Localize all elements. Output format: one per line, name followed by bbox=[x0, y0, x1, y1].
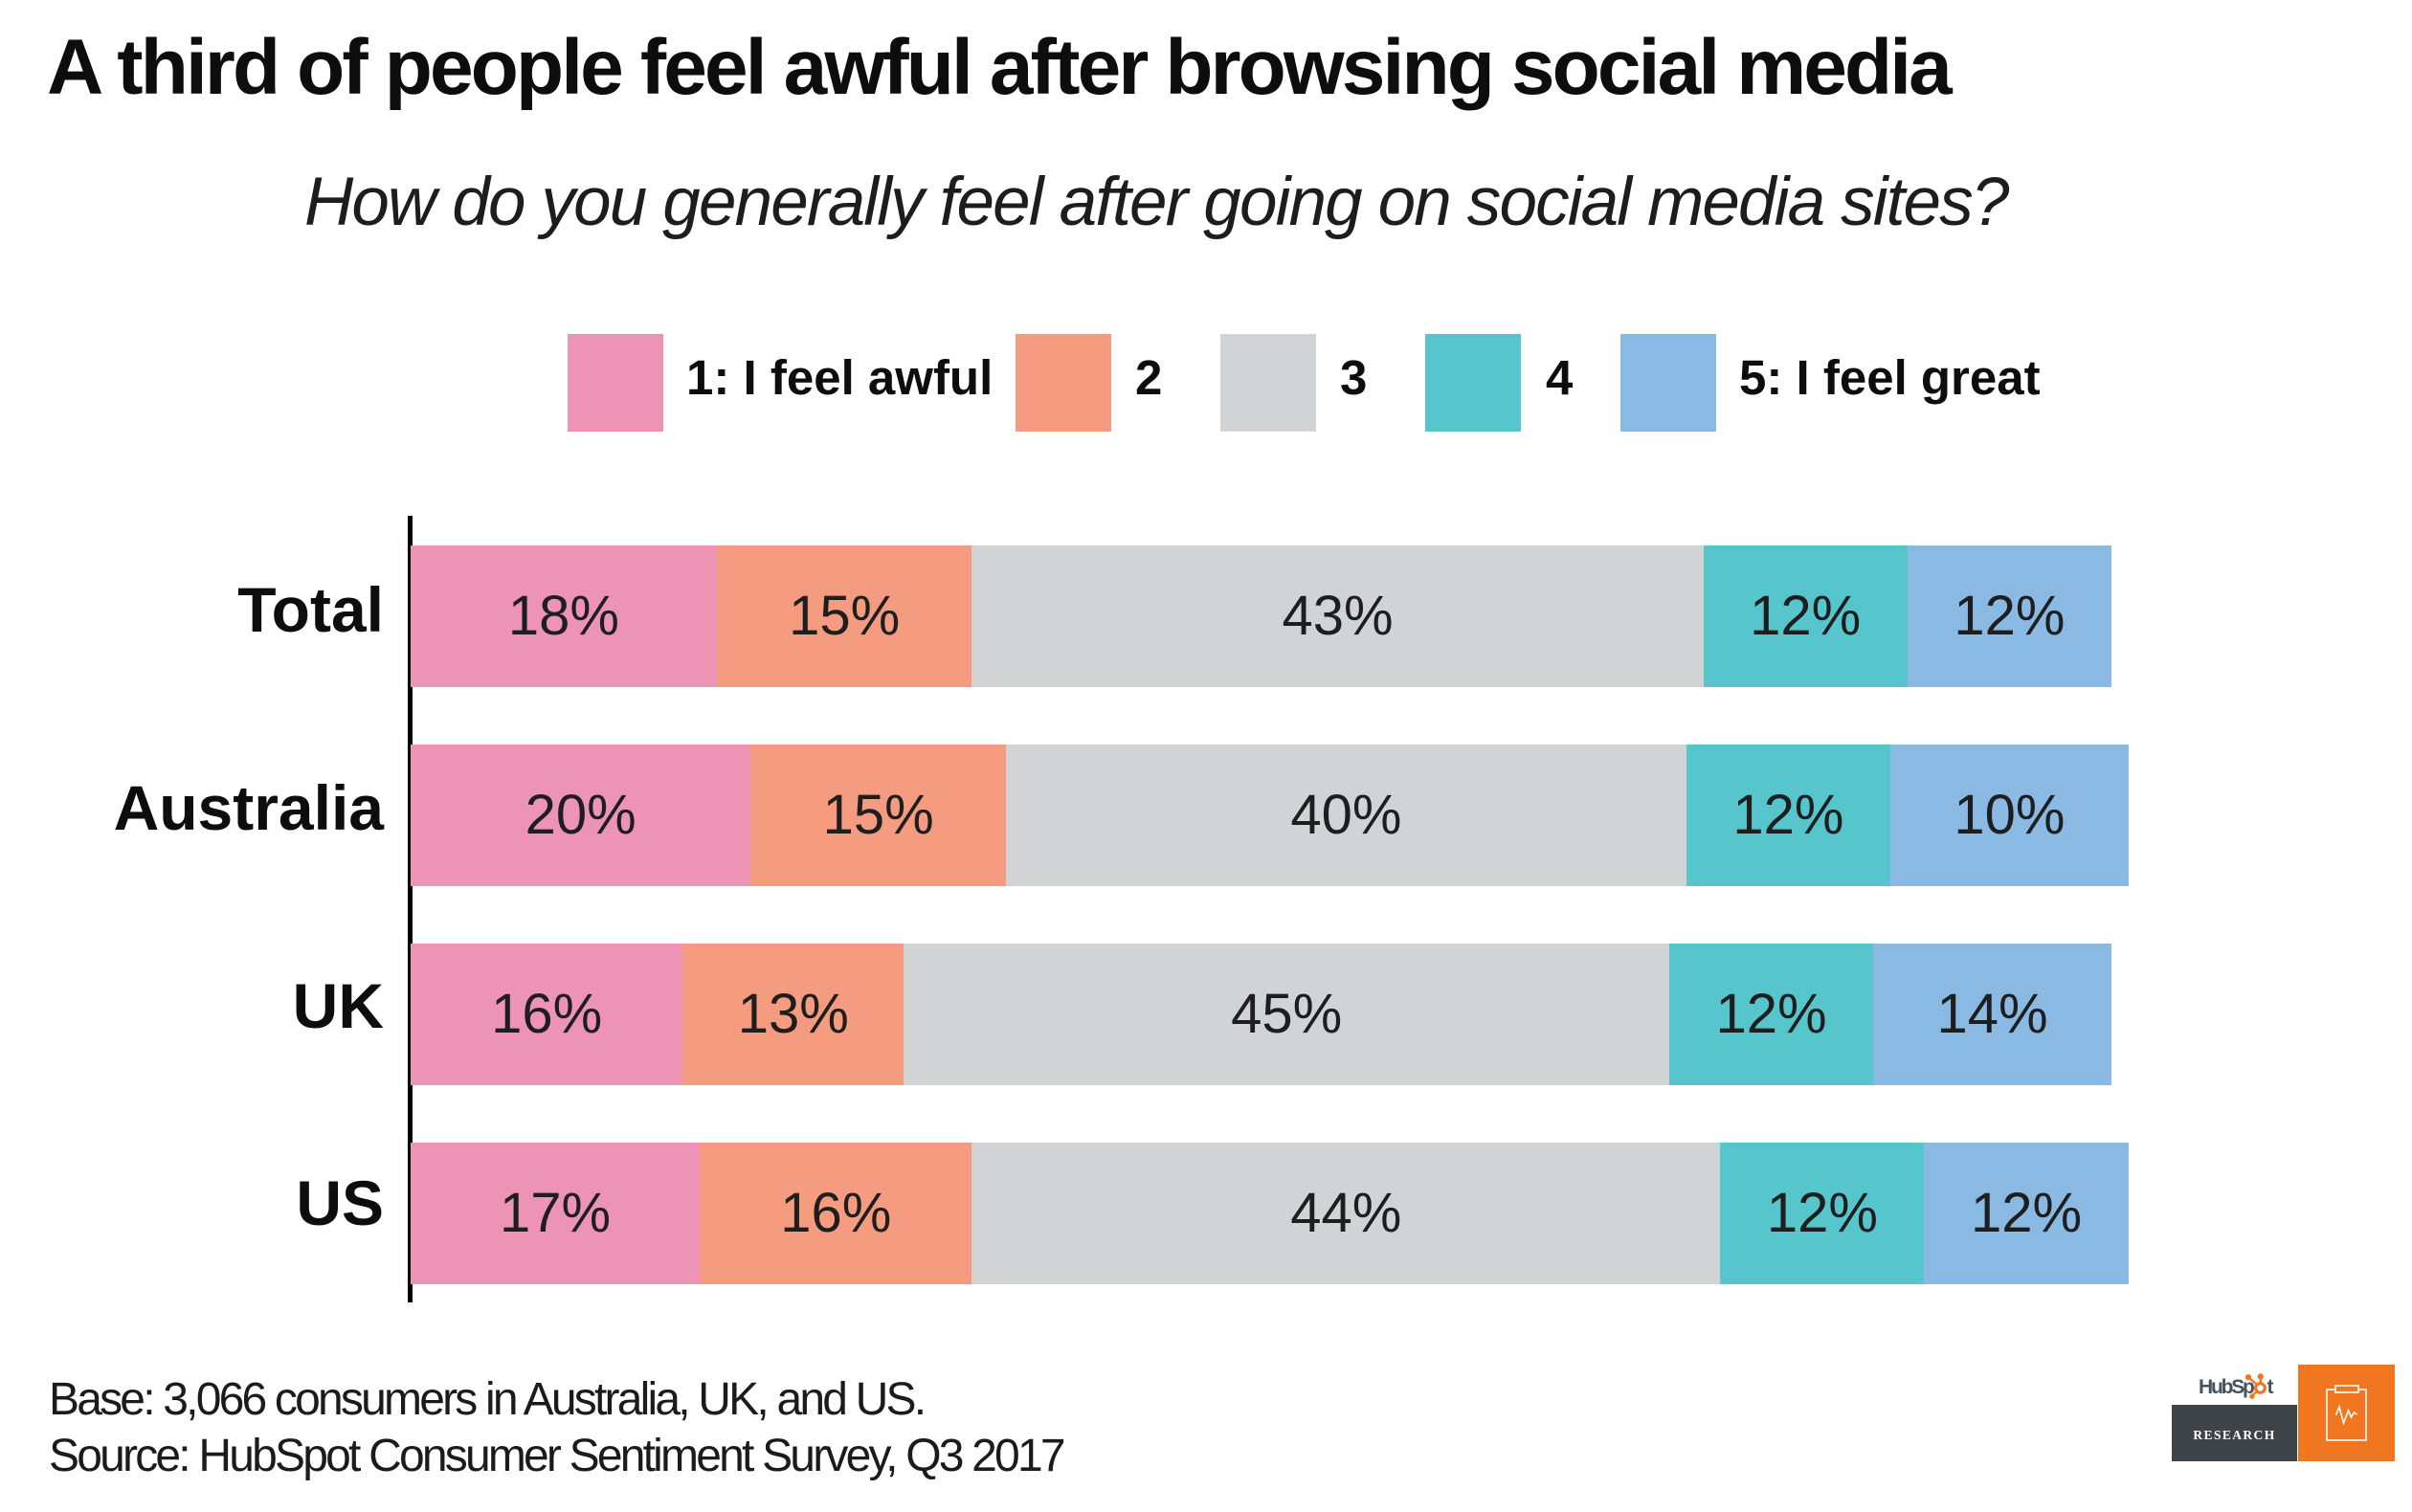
svg-text:t: t bbox=[2267, 1376, 2274, 1398]
svg-text:HubSp: HubSp bbox=[2199, 1376, 2254, 1398]
svg-text:RESEARCH: RESEARCH bbox=[2193, 1428, 2275, 1442]
